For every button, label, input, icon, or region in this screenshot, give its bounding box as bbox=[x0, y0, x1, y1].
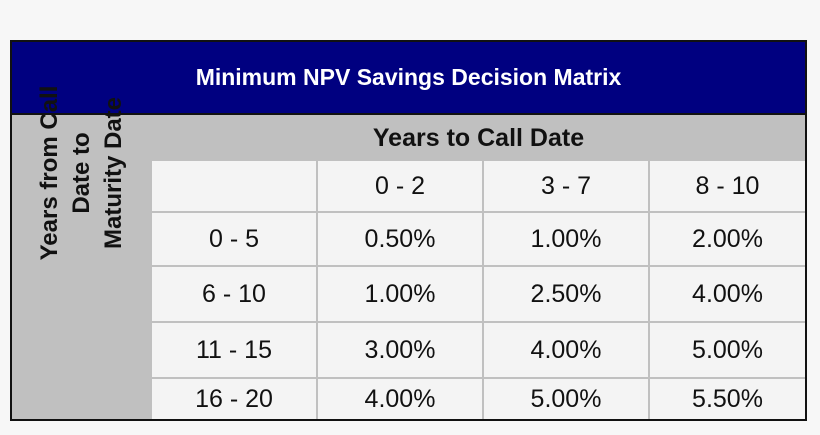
column-label: 3 - 7 bbox=[484, 161, 648, 211]
matrix-cell: 4.00% bbox=[484, 323, 648, 377]
decision-matrix-table: Minimum NPV Savings Decision Matrix Year… bbox=[10, 40, 807, 421]
matrix-cell: 5.00% bbox=[484, 379, 648, 419]
matrix-cell: 5.50% bbox=[650, 379, 805, 419]
row-label: 0 - 5 bbox=[152, 213, 316, 265]
row-label: 16 - 20 bbox=[152, 379, 316, 419]
corner-cell bbox=[152, 161, 316, 211]
matrix-cell: 0.50% bbox=[318, 213, 482, 265]
column-group-header: Years to Call Date bbox=[372, 123, 585, 152]
matrix-cell: 2.50% bbox=[484, 267, 648, 321]
matrix-cell: 1.00% bbox=[484, 213, 648, 265]
column-label: 8 - 10 bbox=[650, 161, 805, 211]
matrix-title: Minimum NPV Savings Decision Matrix bbox=[12, 42, 805, 115]
column-label: 0 - 2 bbox=[318, 161, 482, 211]
matrix-grid: 0 - 2 3 - 7 8 - 10 0 - 5 0.50% 1.00% 2.0… bbox=[152, 161, 805, 419]
row-header-line-1: Years from Call bbox=[36, 85, 63, 261]
row-header-line-3: Maturity Date bbox=[100, 96, 127, 250]
row-group-header: Years from Call Date to Maturity Date bbox=[34, 58, 130, 288]
matrix-cell: 2.00% bbox=[650, 213, 805, 265]
row-header-line-2: Date to bbox=[68, 132, 95, 214]
matrix-cell: 4.00% bbox=[650, 267, 805, 321]
row-label: 11 - 15 bbox=[152, 323, 316, 377]
matrix-cell: 1.00% bbox=[318, 267, 482, 321]
matrix-cell: 4.00% bbox=[318, 379, 482, 419]
matrix-cell: 5.00% bbox=[650, 323, 805, 377]
matrix-cell: 3.00% bbox=[318, 323, 482, 377]
row-label: 6 - 10 bbox=[152, 267, 316, 321]
